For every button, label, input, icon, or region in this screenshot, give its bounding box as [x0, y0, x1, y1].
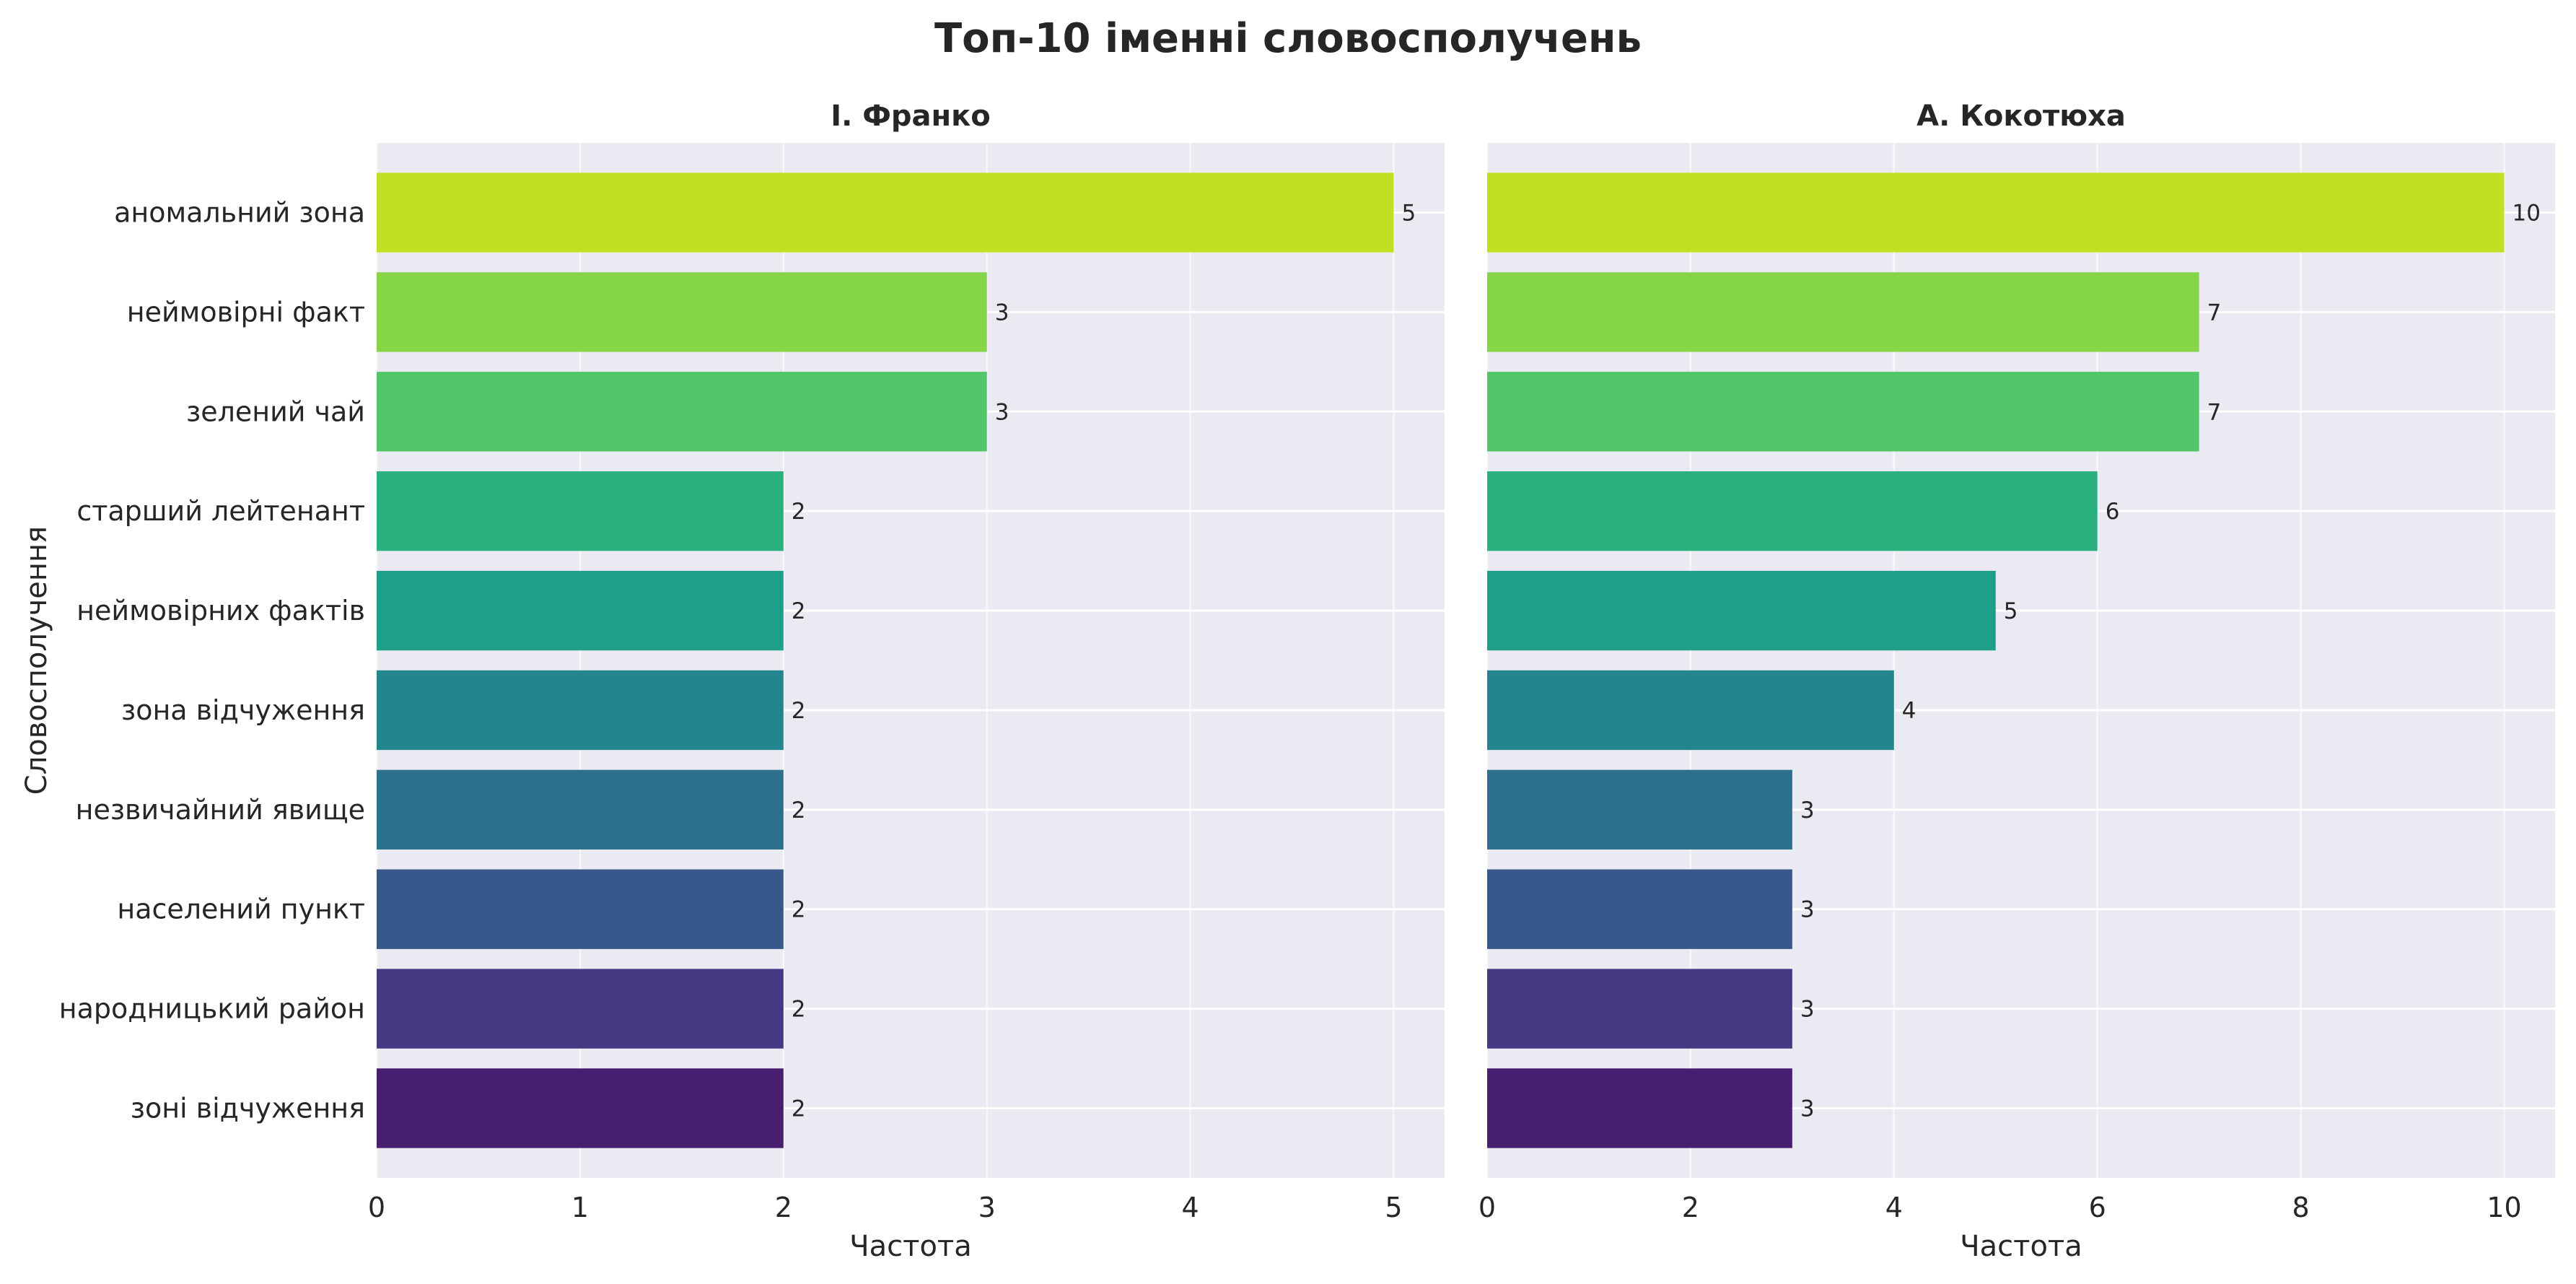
- x-axis-label: Частота: [1960, 1230, 2082, 1263]
- bar: [1487, 471, 2098, 551]
- data-label: 3: [1800, 1096, 1815, 1122]
- bar: [377, 1068, 784, 1148]
- data-label: 5: [2004, 598, 2018, 624]
- x-tick-label: 8: [2292, 1192, 2310, 1223]
- bar: [377, 172, 1394, 253]
- bar: [1487, 272, 2199, 352]
- bar: [1487, 869, 1792, 949]
- data-label: 2: [792, 897, 806, 923]
- data-label: 2: [792, 499, 806, 525]
- x-tick-label: 6: [2089, 1192, 2106, 1223]
- y-tick-label: неймовірних фактів: [76, 595, 365, 626]
- x-tick-label: 4: [1182, 1192, 1199, 1223]
- data-label: 7: [2207, 399, 2222, 425]
- data-label: 2: [792, 598, 806, 624]
- data-label: 5: [1402, 201, 1416, 227]
- x-tick-label: 2: [1682, 1192, 1699, 1223]
- bar: [1487, 670, 1894, 751]
- bar: [377, 570, 784, 651]
- bar: [1487, 1068, 1792, 1148]
- x-tick-label: 1: [571, 1192, 589, 1223]
- y-tick-label: населений пункт: [117, 894, 365, 925]
- x-tick-label: 4: [1885, 1192, 1903, 1223]
- bar: [1487, 372, 2199, 452]
- bar: [377, 471, 784, 551]
- data-label: 3: [1800, 798, 1815, 824]
- y-tick-label: незвичайний явище: [76, 794, 365, 826]
- x-tick-label: 3: [978, 1192, 996, 1223]
- x-axis-label: Частота: [849, 1230, 972, 1263]
- bar: [377, 272, 987, 352]
- bar: [1487, 570, 1996, 651]
- bar: [1487, 969, 1792, 1049]
- data-label: 6: [2106, 499, 2120, 525]
- y-tick-label: народницький район: [59, 993, 365, 1025]
- x-tick-label: 0: [1478, 1192, 1496, 1223]
- y-axis-label: Словосполучення: [20, 526, 53, 795]
- y-tick-label: неймовірні факт: [127, 296, 365, 328]
- y-tick-label: аномальний зона: [114, 197, 365, 229]
- y-tick-label: старший лейтенант: [76, 495, 365, 527]
- bar: [377, 372, 987, 452]
- bar: [377, 769, 784, 850]
- bar: [1487, 172, 2505, 253]
- data-label: 2: [792, 698, 806, 724]
- y-tick-label: зоні відчуження: [131, 1092, 365, 1124]
- bar: [377, 969, 784, 1049]
- x-tick-label: 5: [1385, 1192, 1402, 1223]
- panel-title: І. Франко: [831, 100, 991, 133]
- data-label: 3: [995, 300, 1009, 326]
- x-tick-label: 0: [368, 1192, 385, 1223]
- data-label: 3: [995, 399, 1009, 425]
- x-tick-label: 2: [775, 1192, 792, 1223]
- data-label: 2: [792, 997, 806, 1023]
- bar: [377, 869, 784, 949]
- bar: [377, 670, 784, 751]
- data-label: 10: [2513, 201, 2541, 227]
- data-label: 2: [792, 798, 806, 824]
- chart-title: Топ-10 іменні словосполучень: [934, 15, 1642, 62]
- y-tick-label: зелений чай: [186, 396, 365, 427]
- data-label: 4: [1902, 698, 1916, 724]
- data-label: 2: [792, 1096, 806, 1122]
- y-tick-label: зона відчуження: [121, 694, 365, 726]
- data-label: 7: [2207, 300, 2222, 326]
- data-label: 3: [1800, 997, 1815, 1023]
- data-label: 3: [1800, 897, 1815, 923]
- bar: [1487, 769, 1792, 850]
- panel-title: А. Кокотюха: [1916, 100, 2126, 133]
- x-tick-label: 10: [2487, 1192, 2521, 1223]
